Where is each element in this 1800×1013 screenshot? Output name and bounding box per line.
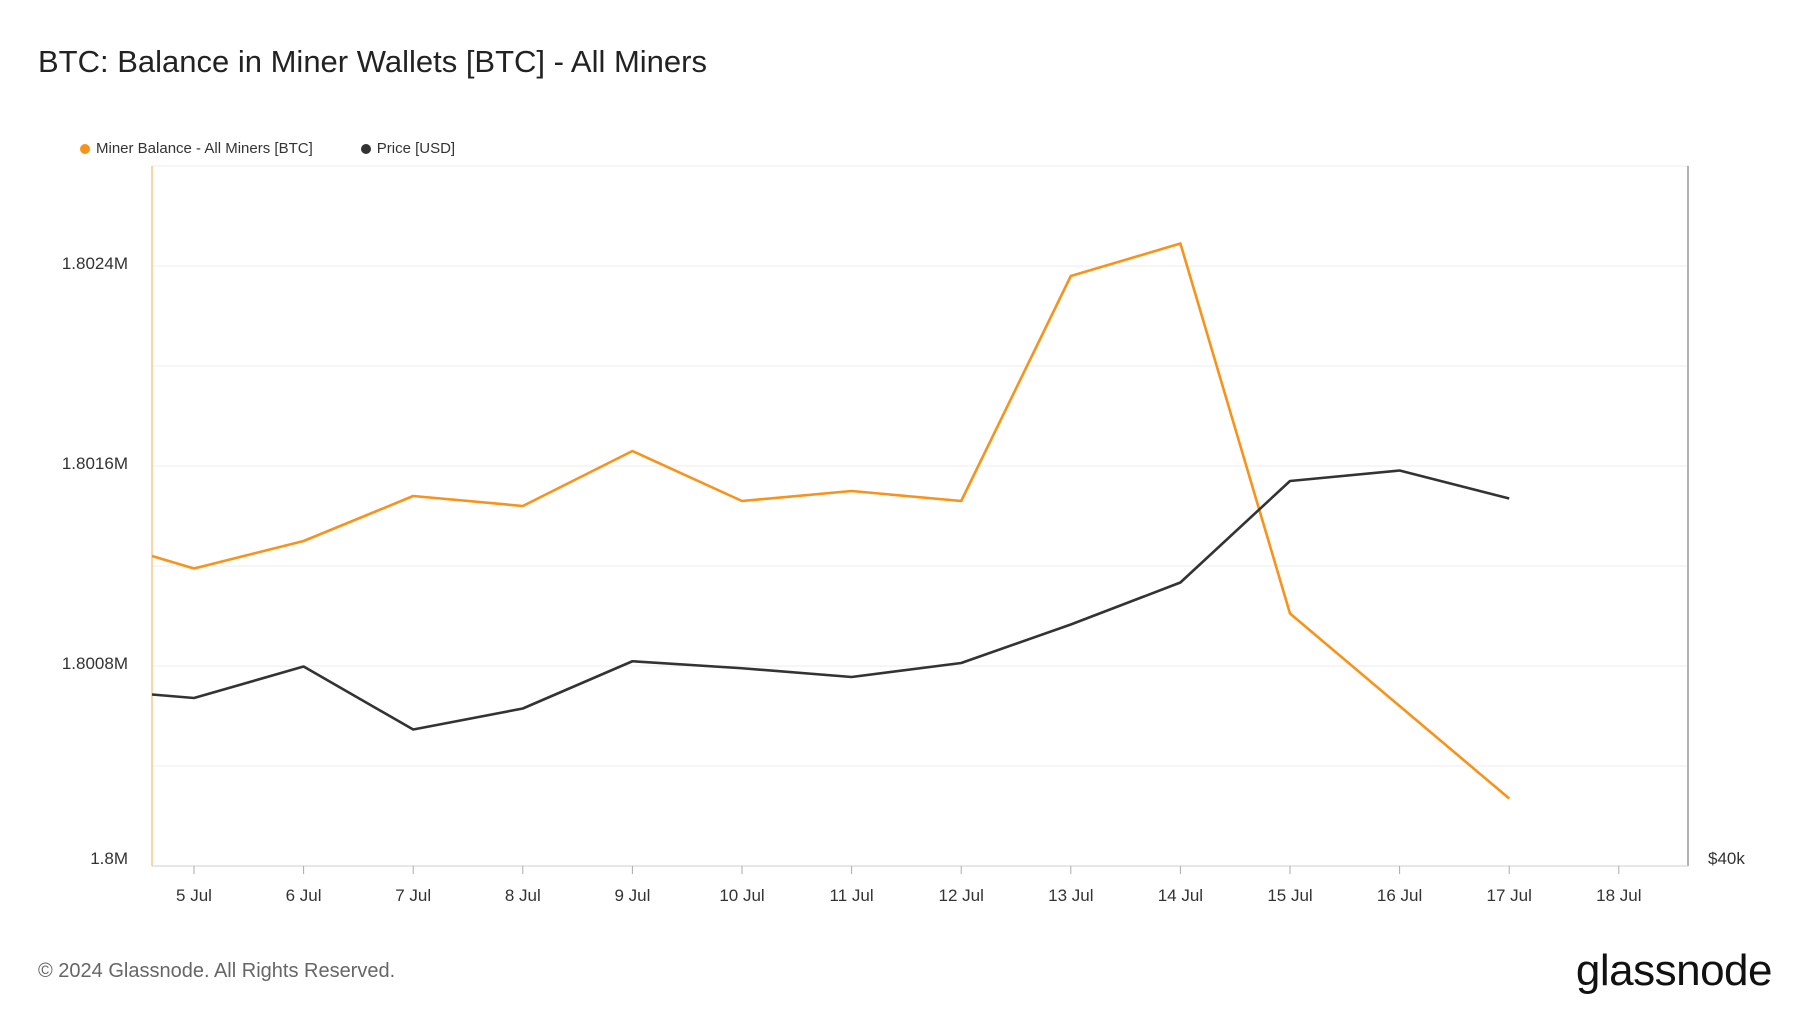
x-tick-label: 13 Jul [1048, 886, 1093, 905]
y-tick-label: 1.8008M [62, 654, 128, 673]
legend-label-balance: Miner Balance - All Miners [BTC] [96, 140, 313, 157]
x-tick-label: 10 Jul [719, 886, 764, 905]
y-tick-label: 1.8M [90, 849, 128, 868]
x-tick-label: 6 Jul [286, 886, 322, 905]
series-line-miner-balance [151, 242, 1511, 800]
glassnode-logo: glassnode [1575, 946, 1773, 995]
legend-label-price: Price [USD] [376, 140, 456, 157]
x-tick-label: 5 Jul [176, 886, 212, 905]
x-tick-label: 12 Jul [939, 886, 984, 905]
x-tick-label: 18 Jul [1596, 886, 1641, 905]
x-tick-label: 7 Jul [395, 886, 431, 905]
y-right-tick-label: $40k [1708, 849, 1745, 868]
legend: Miner Balance - All Miners [BTC] Price [… [80, 140, 455, 157]
copyright-footer: © 2024 Glassnode. All Rights Reserved. [38, 960, 396, 982]
legend-dot-balance [80, 143, 90, 154]
series-line-price [151, 469, 1510, 731]
legend-dot-price [360, 143, 371, 154]
x-tick-label: 15 Jul [1267, 886, 1312, 905]
legend-item-balance[interactable]: Miner Balance - All Miners [BTC] [80, 140, 313, 157]
y-tick-label: 1.8016M [62, 454, 128, 473]
x-tick-label: 14 Jul [1158, 886, 1203, 905]
x-tick-label: 9 Jul [614, 886, 650, 905]
plot-frame [151, 165, 1689, 867]
y-tick-label: 1.8024M [62, 254, 128, 273]
x-tick-label: 17 Jul [1487, 886, 1532, 905]
legend-item-price[interactable]: Price [USD] [360, 140, 456, 157]
x-tick-label: 8 Jul [505, 886, 541, 905]
x-tick-label: 16 Jul [1377, 886, 1422, 905]
x-tick-label: 11 Jul [830, 886, 874, 905]
chart-title: BTC: Balance in Miner Wallets [BTC] - Al… [38, 44, 707, 79]
